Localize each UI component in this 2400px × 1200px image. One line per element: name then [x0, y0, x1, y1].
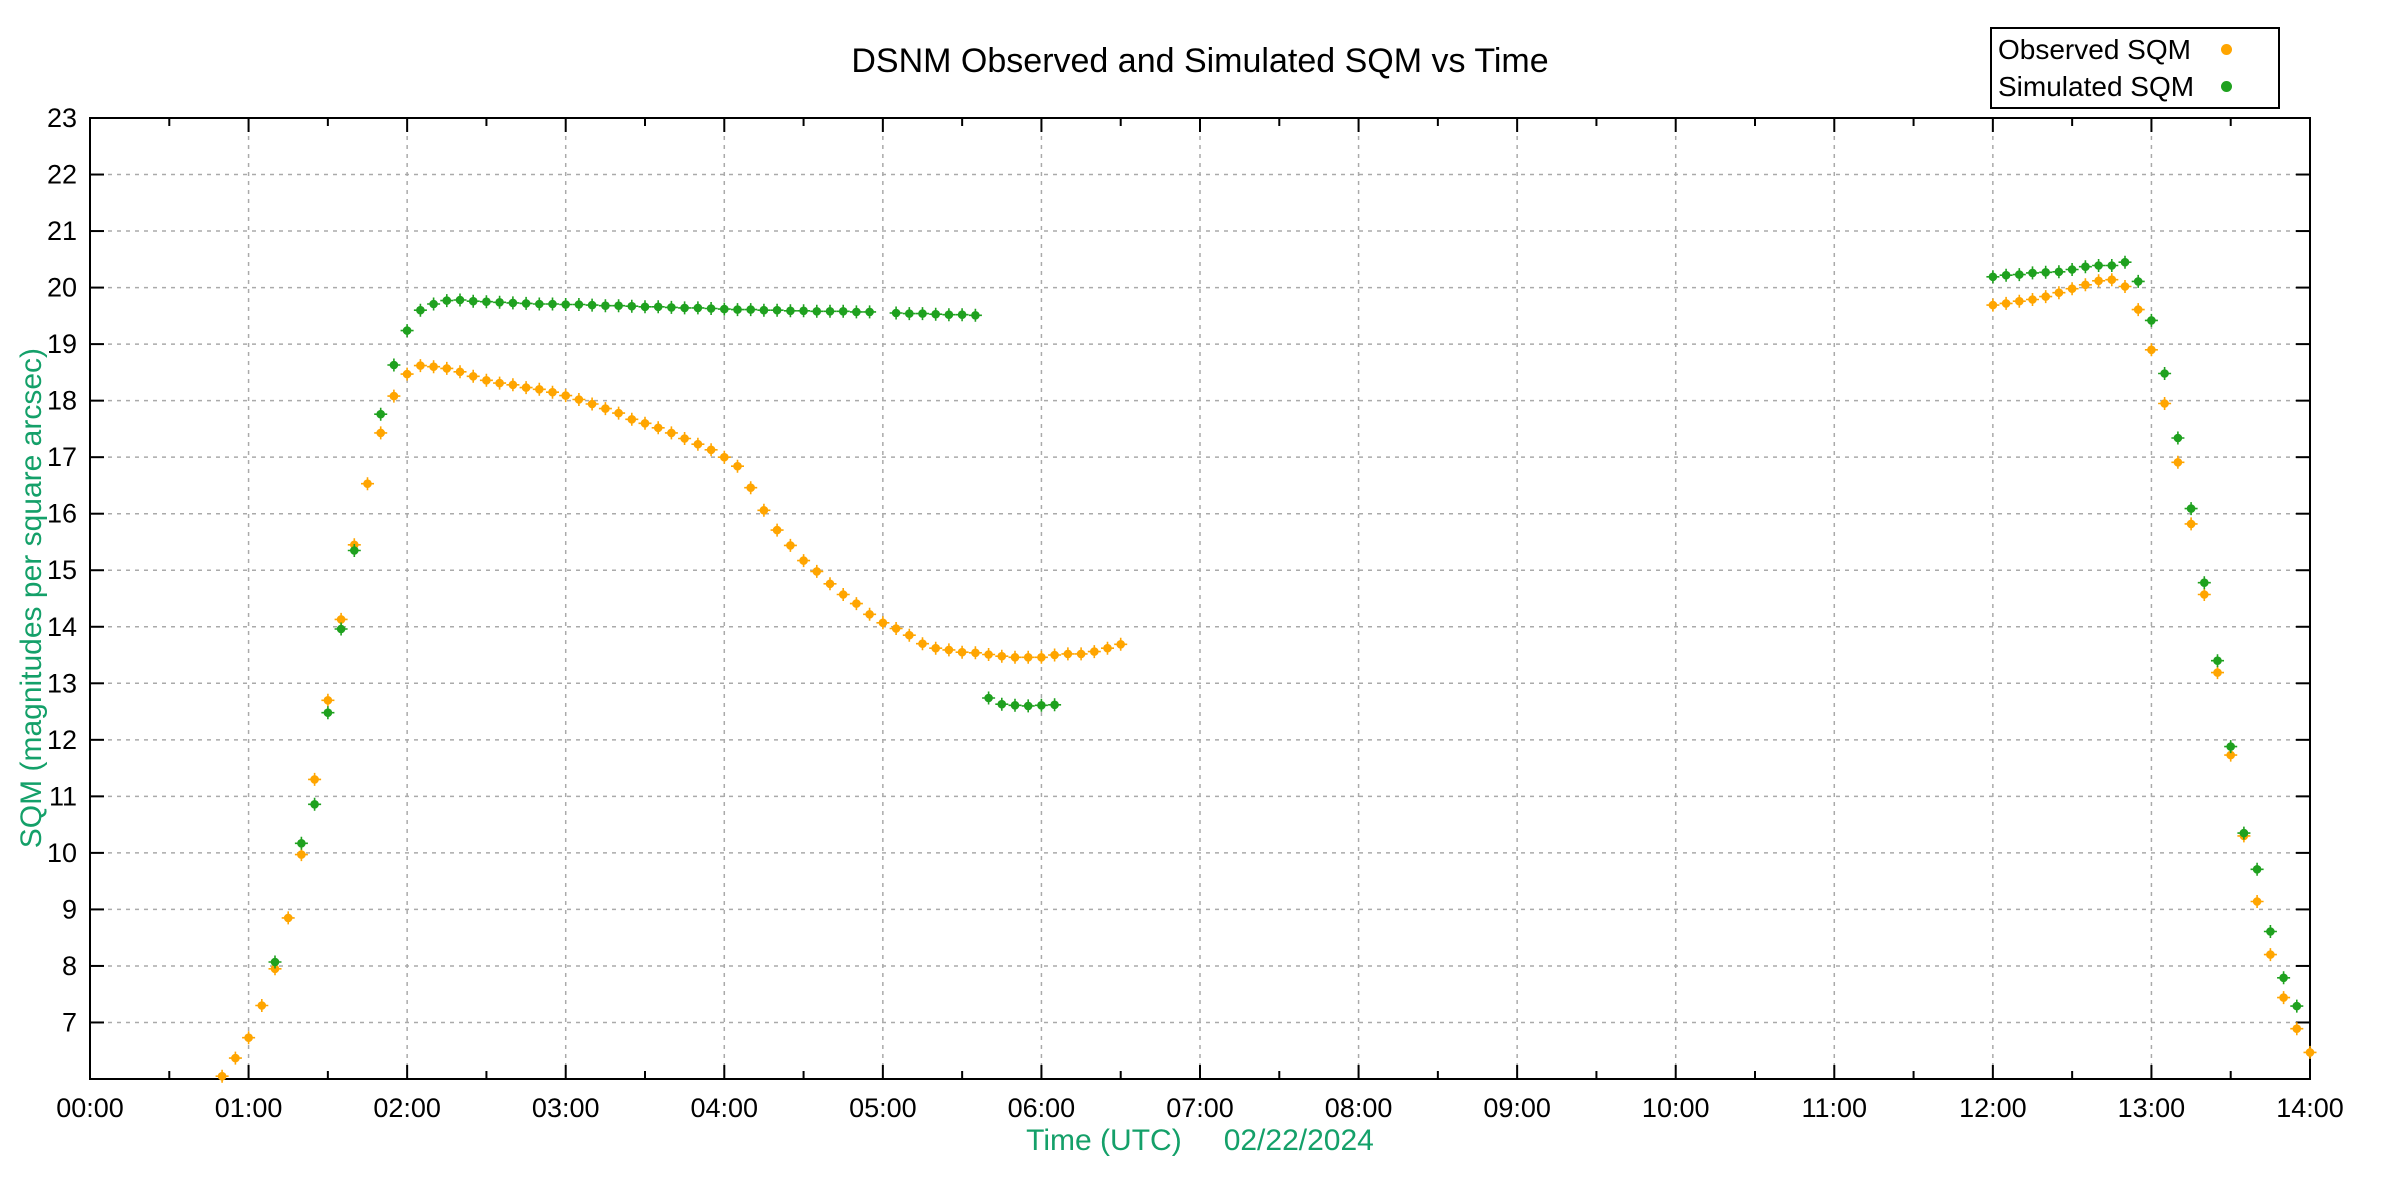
y-tick-label: 19 [47, 329, 77, 359]
legend-item-simulated: Simulated SQM [1998, 68, 2272, 105]
y-tick-label: 9 [62, 894, 77, 924]
x-tick-label: 00:00 [56, 1093, 124, 1123]
y-tick-label: 11 [49, 781, 77, 811]
y-axis-label-text: SQM (magnitudes per square arcsec) [15, 348, 48, 849]
x-tick-label: 09:00 [1483, 1093, 1551, 1123]
y-tick-label: 20 [47, 273, 77, 303]
y-tick-label: 22 [47, 160, 77, 190]
legend-item-observed: Observed SQM [1998, 31, 2272, 68]
x-tick-label: 08:00 [1325, 1093, 1393, 1123]
y-tick-label: 8 [62, 951, 77, 981]
x-tick-label: 11:00 [1802, 1093, 1868, 1123]
x-tick-label: 14:00 [2276, 1093, 2344, 1123]
series-simulated-points [268, 255, 2304, 1013]
y-tick-label: 12 [47, 725, 77, 755]
y-tick-label: 7 [62, 1007, 77, 1037]
x-tick-label: 13:00 [2118, 1093, 2186, 1123]
data-point-spikes [215, 273, 2317, 1083]
x-tick-label: 10:00 [1642, 1093, 1710, 1123]
legend-label-simulated: Simulated SQM [1998, 70, 2195, 102]
y-tick-label: 10 [47, 838, 77, 868]
y-tick-label: 15 [47, 555, 77, 585]
x-tick-label: 07:00 [1166, 1093, 1234, 1123]
chart-title: DSNM Observed and Simulated SQM vs Time [851, 42, 1549, 80]
x-tick-label: 03:00 [532, 1093, 600, 1123]
x-tick-label: 05:00 [849, 1093, 917, 1123]
y-tick-label: 17 [47, 442, 77, 472]
x-tick-label: 01:00 [215, 1093, 283, 1123]
y-tick-label: 13 [47, 668, 77, 698]
x-tick-label: 06:00 [1008, 1093, 1076, 1123]
x-axis-label-date: 02/22/2024 [1223, 1124, 1374, 1157]
y-tick-label: 21 [47, 216, 77, 246]
x-tick-label: 12:00 [1959, 1093, 2027, 1123]
y-tick-label: 16 [47, 499, 77, 529]
y-axis-label: SQM (magnitudes per square arcsec) [4, 118, 60, 1079]
x-tick-label: 02:00 [373, 1093, 441, 1123]
series-observed-points [215, 273, 2317, 1083]
y-tick-label: 14 [47, 612, 77, 642]
x-tick-label: 04:00 [690, 1093, 758, 1123]
y-tick-label: 23 [47, 103, 77, 133]
y-tick-label: 18 [47, 386, 77, 416]
legend-marker-observed-icon [2221, 44, 2232, 55]
legend-marker-simulated-icon [2221, 81, 2232, 92]
data-point-spikes [268, 255, 2304, 1013]
x-axis-label-time: Time (UTC) [1026, 1124, 1182, 1157]
legend-label-observed: Observed SQM [1998, 33, 2191, 65]
x-axis-label: Time (UTC) 02/22/2024 [90, 1124, 2310, 1158]
legend: Observed SQM Simulated SQM [1990, 27, 2280, 109]
